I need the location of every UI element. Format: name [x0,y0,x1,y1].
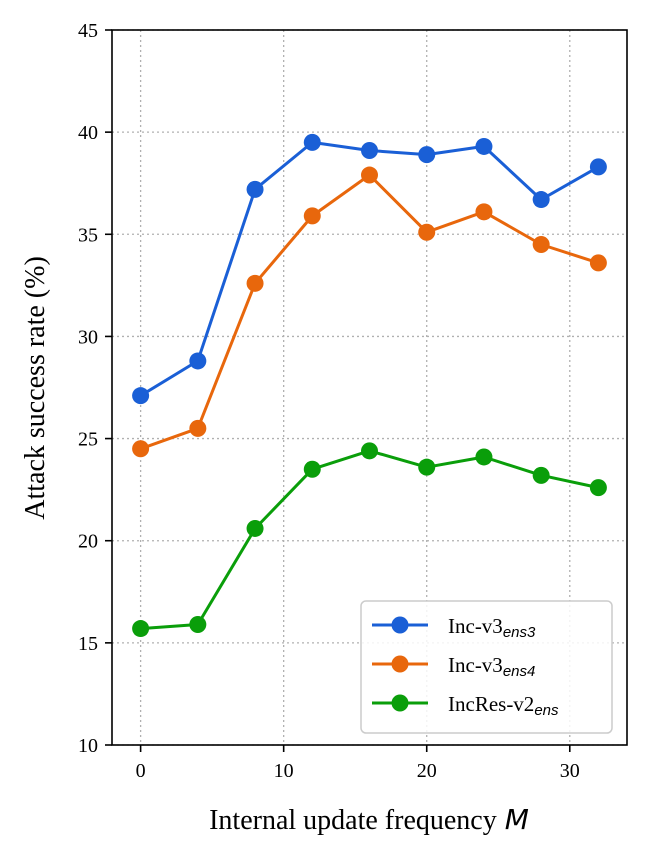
series-2-point-3 [303,460,321,478]
legend-marker-ens3 [391,616,409,634]
legend-marker-incres [391,694,409,712]
series-2-point-6 [475,448,493,466]
data-series [132,133,607,638]
legend-item-inc-v3-ens4: Inc-v3ens4 [372,653,535,680]
series-2-point-2 [246,519,264,537]
series-1-point-1 [189,419,207,437]
y-tick-label-0: 10 [78,735,98,757]
series-0-point-0 [132,387,150,405]
y-axis-title: Attack success rate (%) [20,256,51,520]
legend-label-ens3: Inc-v3ens3 [448,614,536,641]
series-1-point-8 [589,254,607,272]
x-axis-title: Internal update frequency M [209,803,529,836]
y-tick-label-1: 15 [78,633,98,655]
legend-label-ens4: Inc-v3ens4 [448,653,535,680]
series-2-point-4 [361,442,378,460]
series-1-point-0 [132,440,150,458]
series-line-1 [140,173,599,451]
series-0-point-2 [246,180,264,198]
x-tick-label-0: 0 [136,760,146,782]
series-0-point-3 [303,133,321,151]
plot-frame [111,29,628,746]
legend-box [360,600,613,734]
series-2-point-8 [589,479,607,497]
series-2-point-5 [418,458,436,476]
series-1-point-6 [475,203,493,221]
x-axis-label: Internal update frequency [209,805,497,836]
series-1-point-7 [532,236,550,253]
series-1-point-2 [246,274,264,292]
series-0-point-1 [189,352,207,370]
x-tick-label-3: 30 [560,760,580,782]
y-tick-label-2: 20 [78,531,98,553]
y-tick-label-4: 30 [78,326,98,348]
y-tick-label-3: 25 [78,429,98,451]
y-tick-label-7: 45 [78,20,98,42]
legend-item-inc-v3-ens3: Inc-v3ens3 [372,614,536,641]
series-1-point-5 [418,223,436,241]
series-1-point-4 [361,166,378,184]
series-2-point-1 [189,615,207,633]
series-2-point-0 [132,620,150,638]
series-0-point-8 [589,158,607,176]
series-0-point-4 [361,142,378,160]
legend-item-incres-v2-ens: IncRes-v2ens [372,692,559,719]
series-0-point-7 [532,191,550,209]
legend-marker-ens4 [391,655,409,673]
x-tick-label-2: 20 [417,760,437,782]
x-axis-variable: M [505,803,529,836]
series-2-point-7 [532,466,550,484]
series-0-point-5 [418,146,436,164]
series-1-point-3 [303,207,321,225]
legend: Inc-v3ens3 Inc-v3ens4 IncRes-v2ens [360,600,613,734]
x-tick-label-1: 10 [274,760,294,782]
series-0-point-6 [475,137,493,155]
y-tick-label-6: 40 [78,122,98,144]
legend-label-incres: IncRes-v2ens [448,692,559,719]
axes: 0 10 20 30 10 15 20 25 30 35 40 45 [78,20,628,782]
y-tick-label-5: 35 [78,224,98,246]
